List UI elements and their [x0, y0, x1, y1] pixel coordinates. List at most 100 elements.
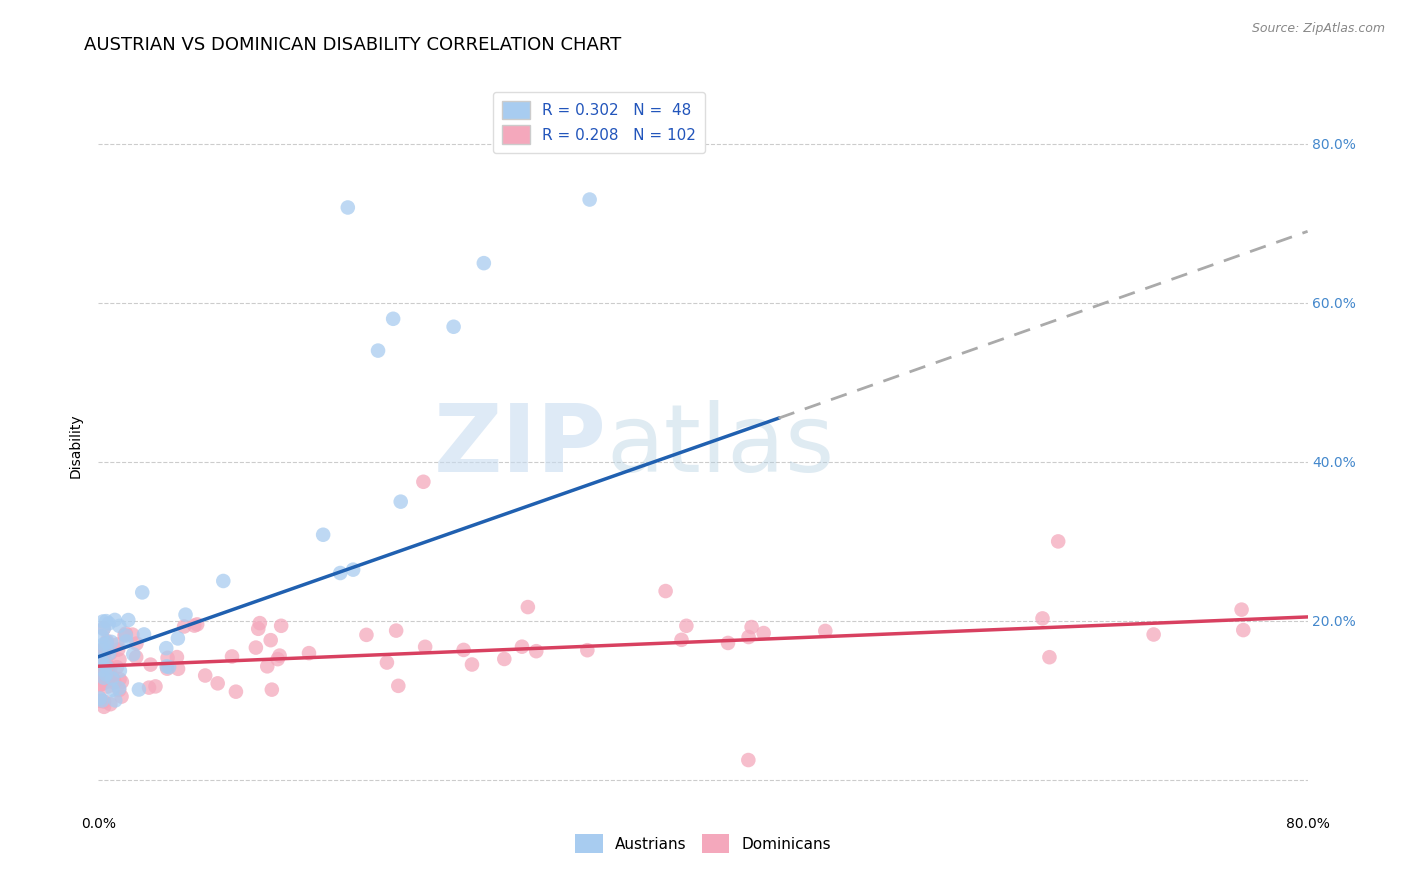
- Point: [472, 256, 495, 270]
- Point: [96, 659, 118, 673]
- Point: [115, 634, 138, 648]
- Point: [93, 694, 115, 708]
- Point: [413, 640, 436, 654]
- Point: [93, 658, 115, 673]
- Point: [132, 627, 155, 641]
- Point: [93, 622, 115, 636]
- Point: [737, 753, 759, 767]
- Point: [342, 563, 364, 577]
- Point: [104, 613, 127, 627]
- Point: [91, 645, 114, 659]
- Point: [96, 614, 118, 628]
- Point: [1047, 534, 1070, 549]
- Point: [108, 681, 131, 696]
- Point: [329, 566, 352, 580]
- Point: [111, 674, 134, 689]
- Point: [89, 644, 111, 658]
- Point: [128, 682, 150, 697]
- Point: [266, 652, 288, 666]
- Point: [108, 683, 131, 698]
- Point: [89, 653, 111, 667]
- Point: [1038, 650, 1060, 665]
- Point: [524, 644, 547, 658]
- Text: Source: ZipAtlas.com: Source: ZipAtlas.com: [1251, 22, 1385, 36]
- Point: [1031, 611, 1053, 625]
- Point: [298, 646, 321, 660]
- Point: [260, 633, 283, 648]
- Point: [125, 636, 148, 650]
- Point: [157, 660, 180, 674]
- Point: [93, 622, 115, 636]
- Legend: Austrians, Dominicans: Austrians, Dominicans: [569, 828, 837, 859]
- Point: [89, 653, 111, 667]
- Point: [96, 643, 118, 657]
- Point: [671, 632, 693, 647]
- Point: [90, 661, 112, 675]
- Point: [494, 652, 516, 666]
- Point: [356, 628, 378, 642]
- Point: [96, 680, 118, 694]
- Text: AUSTRIAN VS DOMINICAN DISABILITY CORRELATION CHART: AUSTRIAN VS DOMINICAN DISABILITY CORRELA…: [84, 36, 621, 54]
- Point: [212, 574, 235, 588]
- Point: [752, 626, 775, 640]
- Point: [156, 659, 179, 673]
- Point: [90, 678, 112, 692]
- Point: [207, 676, 229, 690]
- Point: [382, 311, 405, 326]
- Point: [108, 672, 131, 686]
- Point: [389, 494, 412, 508]
- Point: [114, 628, 136, 642]
- Point: [100, 697, 122, 711]
- Point: [98, 646, 121, 660]
- Point: [89, 670, 111, 684]
- Point: [461, 657, 484, 672]
- Point: [675, 619, 697, 633]
- Point: [91, 693, 114, 707]
- Point: [91, 667, 114, 681]
- Point: [96, 661, 118, 675]
- Point: [156, 650, 179, 665]
- Point: [1232, 623, 1254, 637]
- Point: [89, 646, 111, 660]
- Point: [814, 624, 837, 638]
- Point: [122, 648, 145, 662]
- Point: [96, 659, 118, 673]
- Point: [155, 641, 177, 656]
- Point: [93, 699, 115, 714]
- Point: [91, 615, 114, 629]
- Point: [166, 632, 188, 646]
- Point: [96, 636, 118, 650]
- Point: [98, 661, 121, 675]
- Point: [741, 620, 763, 634]
- Point: [654, 584, 676, 599]
- Point: [578, 193, 600, 207]
- Point: [145, 680, 167, 694]
- Point: [97, 616, 120, 631]
- Point: [108, 619, 131, 633]
- Point: [173, 619, 195, 633]
- Point: [101, 672, 124, 686]
- Point: [96, 663, 118, 677]
- Point: [94, 675, 117, 690]
- Point: [107, 642, 129, 657]
- Point: [89, 678, 111, 692]
- Point: [105, 660, 128, 674]
- Point: [269, 648, 291, 663]
- Point: [91, 659, 114, 673]
- Point: [385, 624, 408, 638]
- Point: [93, 637, 115, 651]
- Point: [247, 622, 270, 636]
- Point: [108, 664, 131, 678]
- Point: [453, 643, 475, 657]
- Point: [737, 630, 759, 644]
- Point: [516, 600, 538, 615]
- Point: [510, 640, 533, 654]
- Point: [90, 676, 112, 690]
- Point: [89, 691, 111, 706]
- Point: [412, 475, 434, 489]
- Point: [89, 691, 111, 706]
- Point: [101, 682, 124, 697]
- Point: [717, 636, 740, 650]
- Point: [117, 613, 139, 627]
- Point: [186, 617, 208, 632]
